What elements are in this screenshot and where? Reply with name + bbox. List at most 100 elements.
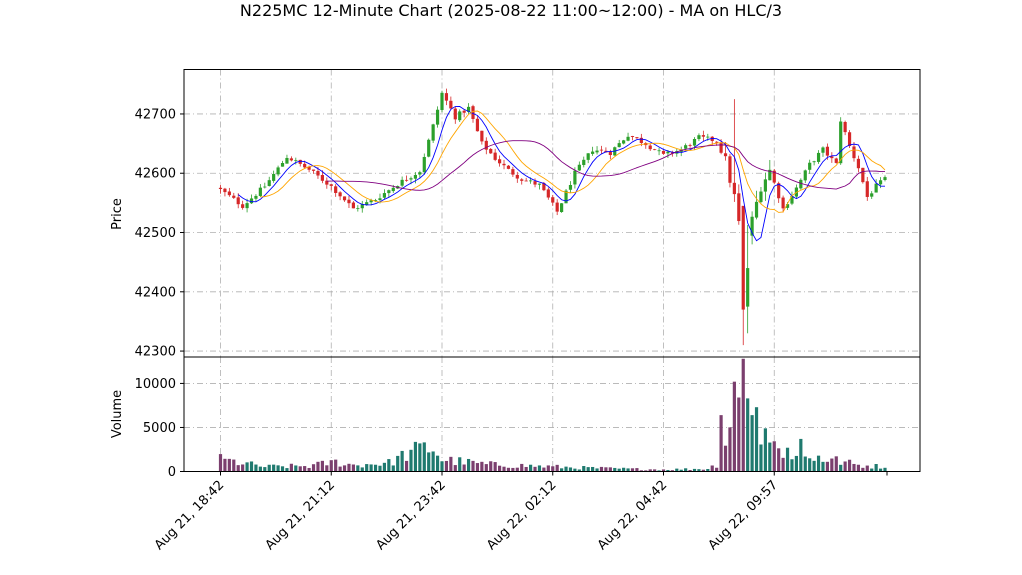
- volume-bar: [241, 464, 245, 472]
- candle-body: [573, 170, 577, 185]
- candle-body: [878, 180, 883, 185]
- candle-body: [595, 150, 599, 153]
- volume-bar: [723, 445, 728, 472]
- candle-body: [870, 193, 874, 197]
- candle-body: [502, 163, 506, 166]
- volume-bar: [511, 467, 515, 472]
- price-tick-label: 42300: [135, 345, 176, 360]
- candle-body: [551, 197, 555, 203]
- candle-body: [506, 165, 511, 169]
- candle-body: [635, 137, 639, 139]
- candle-body: [471, 106, 475, 119]
- candle-body: [360, 204, 364, 209]
- volume-bar: [529, 464, 533, 472]
- candle-body: [258, 187, 262, 196]
- candle-body: [334, 186, 338, 193]
- volume-bar: [249, 461, 254, 472]
- volume-bar: [356, 465, 360, 472]
- candle-body: [272, 173, 276, 181]
- price-axis-label: Price: [110, 198, 125, 230]
- volume-bar: [418, 443, 422, 472]
- candle-body: [440, 92, 444, 110]
- volume-bar: [338, 466, 342, 472]
- volume-bar: [799, 438, 803, 472]
- volume-bar: [236, 465, 240, 472]
- x-tick-label: Aug 22, 09:57: [706, 478, 782, 554]
- candle-body: [821, 147, 825, 153]
- volume-bar: [493, 462, 497, 472]
- volume-bar: [728, 427, 732, 472]
- volume-bar: [254, 464, 258, 472]
- volume-bar: [502, 466, 506, 472]
- volume-bar: [515, 467, 519, 472]
- x-tick-label: Aug 21, 21:12: [263, 478, 339, 554]
- volume-bar: [453, 465, 457, 472]
- candle-body: [861, 167, 865, 183]
- candle-body: [325, 180, 329, 185]
- volume-bar: [276, 465, 280, 472]
- volume-bar: [830, 458, 834, 472]
- volume-bar: [280, 466, 285, 472]
- volume-bar: [582, 466, 586, 472]
- volume-bar: [484, 464, 488, 472]
- candle-body: [577, 164, 581, 171]
- candle-body: [746, 268, 750, 307]
- volume-bar: [449, 456, 453, 472]
- candle-body: [785, 204, 790, 208]
- volume-bar: [639, 470, 643, 472]
- volume-bar: [546, 465, 550, 472]
- volume-bar: [719, 415, 723, 472]
- volume-bar: [710, 465, 714, 472]
- volume-bar: [870, 468, 874, 472]
- volume-bar: [524, 466, 528, 472]
- candle-body: [723, 153, 728, 157]
- volume-bar: [825, 461, 830, 472]
- candle-body: [329, 184, 333, 186]
- volume-bar: [404, 460, 409, 472]
- volume-bar: [577, 469, 581, 472]
- volume-bar: [626, 468, 630, 472]
- candle-body: [626, 136, 630, 141]
- candle-body: [338, 192, 342, 197]
- volume-bar: [365, 464, 369, 472]
- volume-bar: [294, 465, 298, 472]
- volume-bar: [227, 458, 231, 472]
- volume-bar: [812, 460, 816, 472]
- volume-bar: [542, 467, 546, 472]
- volume-bar: [839, 464, 843, 472]
- volume-bar: [560, 468, 564, 472]
- candle-body: [622, 140, 626, 144]
- volume-bar: [732, 381, 736, 472]
- candle-body: [409, 178, 413, 180]
- candle-body: [741, 205, 745, 310]
- volume-bar: [883, 467, 887, 472]
- candle-body: [263, 186, 267, 188]
- candle-body: [657, 150, 661, 152]
- volume-bar: [785, 447, 790, 472]
- volume-bar: [409, 449, 413, 472]
- candle-body: [320, 175, 324, 181]
- volume-bar: [232, 459, 236, 472]
- candle-body: [418, 172, 422, 175]
- volume-bar: [303, 466, 307, 472]
- candle-body: [750, 216, 754, 236]
- candle-body: [812, 161, 816, 163]
- candle-body: [285, 157, 289, 164]
- chart-title: N225MC 12-Minute Chart (2025-08-22 11:00…: [240, 1, 782, 20]
- volume-tick-label: 5000: [143, 421, 176, 436]
- candle-body: [387, 190, 391, 194]
- candle-body: [365, 202, 369, 205]
- moving-average-line: [326, 140, 886, 191]
- candle-body: [560, 203, 564, 213]
- price-tick-label: 42500: [135, 226, 176, 241]
- volume-bar: [865, 465, 869, 472]
- volume-bar: [821, 461, 825, 472]
- price-panel-frame: [183, 69, 921, 358]
- candle-body: [223, 188, 227, 193]
- volume-bar: [746, 398, 750, 472]
- candle-body: [515, 174, 519, 179]
- candle-body: [799, 179, 803, 189]
- volume-bar: [630, 468, 635, 472]
- volume-bar: [834, 456, 838, 472]
- volume-bar: [400, 450, 404, 472]
